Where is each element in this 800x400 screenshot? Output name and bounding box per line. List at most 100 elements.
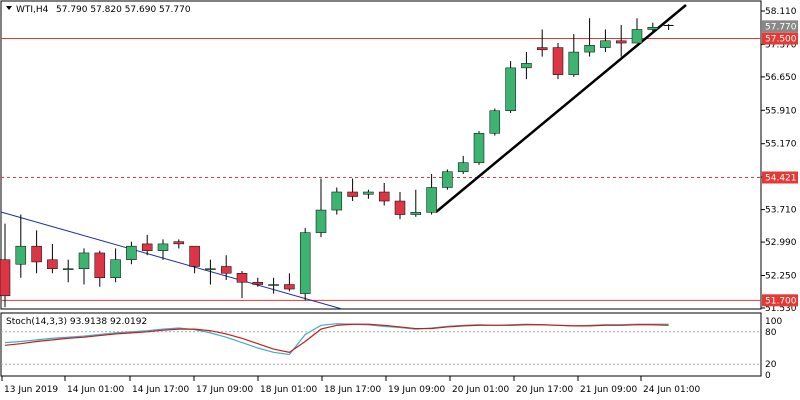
candle-body bbox=[62, 268, 74, 270]
candle bbox=[315, 178, 327, 238]
candle bbox=[78, 248, 90, 285]
candle-body bbox=[220, 266, 232, 274]
candle-body bbox=[205, 268, 216, 270]
candle-body bbox=[363, 191, 374, 195]
candle bbox=[394, 191, 406, 220]
candle bbox=[284, 273, 295, 292]
candle-body bbox=[141, 243, 153, 251]
price-tick-label: 53.710 bbox=[765, 206, 797, 216]
stoch-pane[interactable] bbox=[0, 312, 762, 377]
candle bbox=[299, 228, 311, 301]
price-tick-label: 56.650 bbox=[765, 73, 797, 83]
candle bbox=[457, 155, 469, 174]
stoch-header: Stoch(14,3,3) 93.9138 92.0192 bbox=[6, 317, 147, 327]
time-tick-label: 13 Jun 2019 bbox=[4, 385, 58, 395]
candle-body bbox=[584, 45, 595, 53]
time-tick-label: 14 Jun 17:00 bbox=[132, 385, 189, 395]
candle bbox=[141, 234, 153, 256]
time-axis: 13 Jun 2019 14 Jun 01:00 14 Jun 17:00 17 Ju… bbox=[1, 376, 700, 395]
price-tick-label: 52.250 bbox=[765, 272, 797, 282]
candle-body bbox=[284, 284, 295, 290]
price-tags: 57.770 57.500 54.421 51.700 bbox=[762, 20, 798, 307]
candle-body bbox=[110, 259, 121, 279]
candle-body bbox=[442, 171, 453, 188]
ohlc-values: 57.790 57.820 57.690 57.770 bbox=[56, 5, 191, 15]
price-tick-label: 52.990 bbox=[765, 238, 797, 248]
candle-body bbox=[394, 200, 406, 215]
candle-body bbox=[426, 187, 437, 213]
candle-body bbox=[331, 191, 343, 211]
symbol-label: WTI,H4 bbox=[16, 5, 49, 15]
stoch-level-label: 80 bbox=[765, 328, 777, 338]
trendlines bbox=[0, 4, 687, 310]
price-tick-label: 55.910 bbox=[765, 106, 797, 116]
time-tick-label: 24 Jun 01:00 bbox=[643, 385, 700, 395]
time-tick-label: 20 Jun 01:00 bbox=[452, 385, 509, 395]
candle-body bbox=[236, 272, 248, 283]
candle-body bbox=[315, 209, 327, 233]
resistance-tag-label: 57.500 bbox=[765, 35, 797, 45]
candle-body bbox=[47, 259, 58, 269]
candle-body bbox=[568, 51, 580, 75]
candle bbox=[126, 241, 137, 265]
candle bbox=[331, 187, 343, 215]
candle bbox=[205, 259, 216, 285]
candle-body bbox=[489, 110, 501, 134]
candle bbox=[0, 223, 11, 308]
candle-body bbox=[615, 40, 627, 44]
candle-body bbox=[15, 245, 27, 265]
candle bbox=[584, 18, 595, 57]
stoch-title: Stoch(14,3,3) 93.9138 92.0192 bbox=[6, 317, 147, 327]
candle-body bbox=[457, 162, 469, 172]
stoch-lines bbox=[4, 323, 669, 356]
candle-body bbox=[252, 282, 264, 285]
candle bbox=[62, 259, 74, 283]
candle-body bbox=[126, 245, 137, 260]
time-tick-label: 17 Jun 09:00 bbox=[196, 385, 253, 395]
candle bbox=[94, 250, 106, 287]
candle-body bbox=[410, 212, 422, 215]
candle-body bbox=[600, 40, 611, 48]
candle bbox=[536, 29, 548, 57]
dropdown-arrow-icon[interactable] bbox=[6, 6, 12, 10]
candle bbox=[442, 169, 453, 190]
candle bbox=[252, 277, 264, 287]
resistance-tag-bg bbox=[762, 32, 798, 45]
candle bbox=[31, 230, 42, 274]
stoch-level-label: 0 bbox=[765, 371, 771, 381]
uptrend-line bbox=[435, 4, 687, 213]
support-tag-label: 51.700 bbox=[765, 296, 797, 306]
current-price-tag-bg bbox=[762, 20, 798, 33]
price-tick-label: 57.370 bbox=[765, 40, 797, 50]
candle-body bbox=[647, 26, 659, 30]
candle bbox=[489, 108, 501, 136]
chart-header: WTI,H4 57.790 57.820 57.690 57.770 bbox=[6, 5, 191, 15]
candle-body bbox=[173, 241, 185, 245]
candle bbox=[347, 178, 358, 202]
candle-body bbox=[347, 191, 358, 197]
stoch-level-label: 20 bbox=[765, 360, 777, 370]
candle bbox=[410, 189, 422, 217]
candle-body bbox=[31, 245, 42, 263]
candle bbox=[173, 239, 185, 249]
time-tick-label: 14 Jun 01:00 bbox=[67, 385, 124, 395]
candle-body bbox=[94, 252, 106, 279]
candle-body bbox=[378, 191, 390, 202]
price-tick-label: 51.530 bbox=[765, 304, 797, 314]
time-tick-label: 21 Jun 09:00 bbox=[580, 385, 637, 395]
candle bbox=[473, 131, 485, 165]
candle bbox=[157, 239, 169, 260]
stoch-level-label: 100 bbox=[765, 317, 782, 327]
candle bbox=[505, 61, 516, 114]
candle-body bbox=[78, 252, 90, 269]
candle bbox=[568, 34, 580, 77]
mid-level-tag-bg bbox=[762, 171, 798, 184]
downtrend-line bbox=[0, 211, 343, 310]
time-tick-label: 18 Jun 17:00 bbox=[324, 385, 381, 395]
level-lines bbox=[1, 38, 761, 365]
candle bbox=[189, 245, 200, 274]
price-tick-label: 55.170 bbox=[765, 140, 797, 150]
stoch-signal-line bbox=[4, 323, 669, 353]
